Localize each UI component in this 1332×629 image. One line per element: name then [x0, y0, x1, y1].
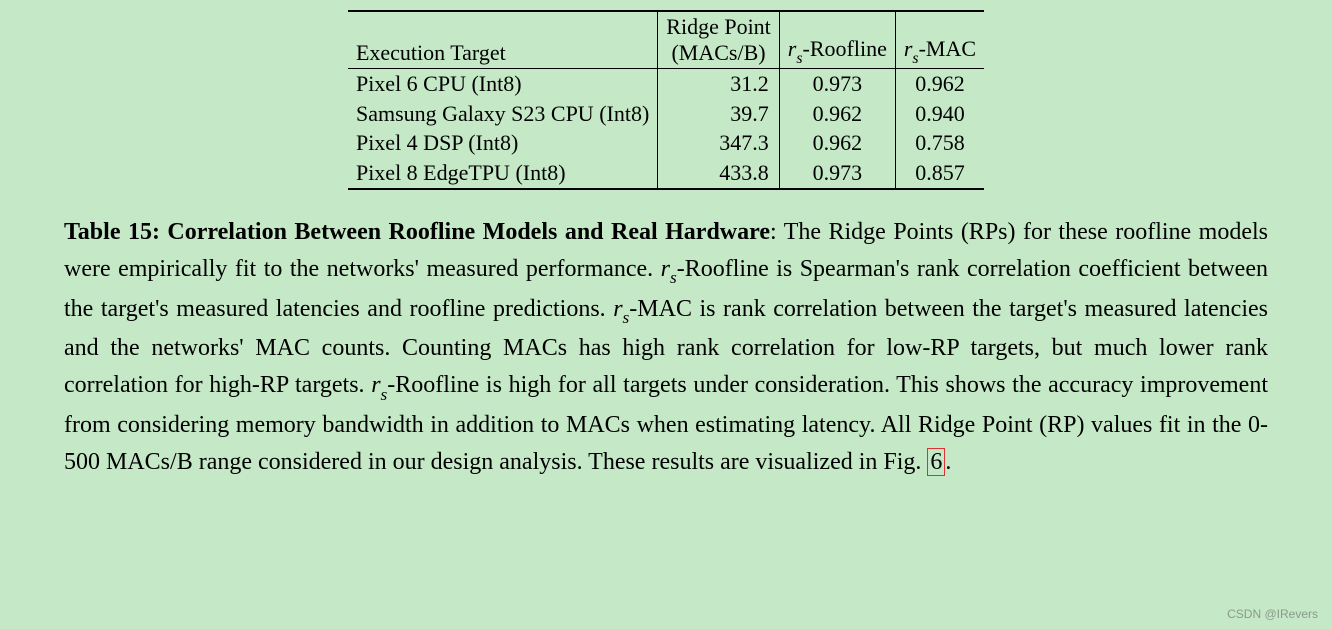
rs-symbol-sub: s	[912, 50, 918, 67]
rs-roofline-text: -Roofline	[803, 36, 887, 61]
cell-ridge: 347.3	[658, 128, 780, 158]
caption-sep: :	[770, 219, 784, 245]
cell-roof: 0.973	[779, 69, 895, 99]
rs-sub: s	[381, 385, 388, 404]
caption-label: Table 15: Correlation Between Roofline M…	[64, 219, 770, 245]
rs-mac-text: -MAC	[919, 36, 976, 61]
table-row: Samsung Galaxy S23 CPU (Int8) 39.7 0.962…	[348, 99, 984, 129]
cell-roof: 0.962	[779, 99, 895, 129]
figure-ref-link[interactable]: 6	[927, 448, 945, 476]
col-header-ridge-point: Ridge Point (MACs/B)	[658, 11, 780, 69]
col-header-target: Execution Target	[348, 11, 658, 69]
rs-symbol-sub: s	[796, 50, 802, 67]
table-caption: Table 15: Correlation Between Roofline M…	[64, 214, 1268, 481]
table-row: Pixel 6 CPU (Int8) 31.2 0.973 0.962	[348, 69, 984, 99]
rs-sub: s	[670, 268, 677, 287]
rs-post: -MAC	[629, 296, 692, 322]
rs-post: -Roofline	[387, 372, 479, 398]
cell-roof: 0.962	[779, 128, 895, 158]
rs-post: -Roofline	[677, 256, 769, 282]
rs-r: r	[661, 256, 670, 282]
watermark-text: CSDN @IRevers	[1227, 607, 1318, 621]
cell-mac: 0.940	[895, 99, 984, 129]
cell-target: Pixel 6 CPU (Int8)	[348, 69, 658, 99]
cell-target: Samsung Galaxy S23 CPU (Int8)	[348, 99, 658, 129]
col-header-rs-roofline: rs-Roofline	[779, 11, 895, 69]
ridge-point-line1: Ridge Point	[666, 14, 771, 39]
cell-mac: 0.758	[895, 128, 984, 158]
cell-ridge: 39.7	[658, 99, 780, 129]
roofline-correlation-table: Execution Target Ridge Point (MACs/B) rs…	[348, 10, 984, 190]
rs-sub: s	[623, 308, 630, 327]
rs-r: r	[613, 296, 622, 322]
cell-ridge: 31.2	[658, 69, 780, 99]
caption-p5: .	[945, 449, 951, 475]
cell-target: Pixel 4 DSP (Int8)	[348, 128, 658, 158]
cell-mac: 0.857	[895, 158, 984, 189]
cell-roof: 0.973	[779, 158, 895, 189]
table-row: Pixel 4 DSP (Int8) 347.3 0.962 0.758	[348, 128, 984, 158]
rs-r: r	[371, 372, 380, 398]
cell-mac: 0.962	[895, 69, 984, 99]
cell-target: Pixel 8 EdgeTPU (Int8)	[348, 158, 658, 189]
ridge-point-line2: (MACs/B)	[671, 40, 765, 65]
table-row: Pixel 8 EdgeTPU (Int8) 433.8 0.973 0.857	[348, 158, 984, 189]
col-header-rs-mac: rs-MAC	[895, 11, 984, 69]
cell-ridge: 433.8	[658, 158, 780, 189]
